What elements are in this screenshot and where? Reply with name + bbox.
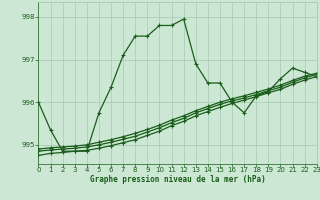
X-axis label: Graphe pression niveau de la mer (hPa): Graphe pression niveau de la mer (hPa) [90, 175, 266, 184]
